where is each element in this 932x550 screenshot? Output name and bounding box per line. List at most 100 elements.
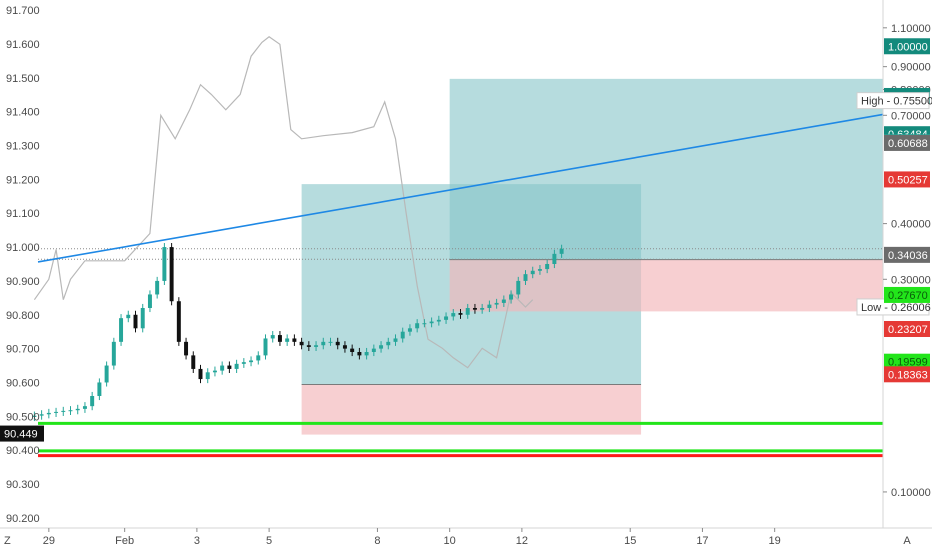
candle-body xyxy=(371,348,376,352)
candle xyxy=(270,331,275,343)
candle-body xyxy=(509,294,514,300)
left-axis-tick: 90.700 xyxy=(6,344,40,356)
price-tag-label: 0.34036 xyxy=(888,250,928,262)
candle-body xyxy=(436,319,441,322)
price-tag-label: 1.00000 xyxy=(888,41,928,53)
candle xyxy=(176,297,181,346)
candle-body xyxy=(82,406,87,409)
candle-body xyxy=(415,323,420,329)
left-axis-tick: 91.700 xyxy=(6,5,40,17)
candle-body xyxy=(458,313,463,315)
candle xyxy=(407,324,412,336)
time-axis-tick: 12 xyxy=(516,535,528,547)
candle xyxy=(104,361,109,387)
candle-body xyxy=(342,345,347,349)
candle xyxy=(306,341,311,351)
candle xyxy=(364,347,369,360)
price-tag-box xyxy=(884,286,930,303)
candle xyxy=(472,303,477,314)
left-axis-tick: 90.900 xyxy=(6,276,40,288)
right-axis-tick: 1.10000 xyxy=(891,23,931,35)
candle-body xyxy=(314,345,319,347)
price-tag-label: 0.23207 xyxy=(888,324,928,336)
candle xyxy=(379,341,384,353)
candle-body xyxy=(545,264,550,270)
candle-body xyxy=(97,382,102,396)
candle-body xyxy=(292,338,297,342)
candle-body xyxy=(530,270,535,275)
left-axis-tick: 91.600 xyxy=(6,39,40,51)
time-axis-corner-right: A xyxy=(903,535,911,547)
candle-body xyxy=(184,341,189,356)
candle xyxy=(119,314,124,346)
candle xyxy=(537,265,542,275)
candle xyxy=(328,337,333,346)
price-tag: 0.23207 xyxy=(884,320,930,337)
candle-body xyxy=(249,360,254,363)
candle xyxy=(61,406,66,416)
candle-body xyxy=(61,410,66,412)
price-tag-label: High - 0.75500 xyxy=(861,96,932,108)
price-tag: Low - 0.26006 xyxy=(856,298,931,316)
price-tag-box xyxy=(884,320,930,337)
candle-body xyxy=(75,408,80,411)
candle-body xyxy=(285,338,290,342)
right-axis-tick: 0.70000 xyxy=(891,110,931,122)
time-axis-tick: 10 xyxy=(444,535,456,547)
time-axis-tick: Feb xyxy=(115,535,134,547)
candle xyxy=(321,337,326,350)
candle xyxy=(451,309,456,321)
candle-body xyxy=(552,253,557,264)
price-tag-box xyxy=(884,38,930,55)
candle xyxy=(198,364,203,384)
candle-body xyxy=(176,301,181,342)
candle-body xyxy=(306,345,311,347)
left-axis-tick: 90.300 xyxy=(6,479,40,491)
candle xyxy=(220,361,225,375)
left-axis-tick: 91.500 xyxy=(6,73,40,85)
candle xyxy=(371,344,376,357)
time-axis-corner-left: Z xyxy=(4,535,11,547)
candle-body xyxy=(386,341,391,346)
candle-body xyxy=(335,341,340,346)
stop-zone-1 xyxy=(301,384,642,435)
candle-body xyxy=(263,338,268,356)
candle xyxy=(249,356,254,367)
right-axis-tick: 0.30000 xyxy=(891,274,931,286)
price-tag-label: 0.18363 xyxy=(888,369,928,381)
candle xyxy=(335,337,340,350)
candle-body xyxy=(328,341,333,343)
candle-body xyxy=(393,338,398,342)
drawn-lines[interactable] xyxy=(37,113,884,458)
candle xyxy=(205,368,210,384)
candle xyxy=(162,243,167,285)
right-axis-tick: 0.90000 xyxy=(891,62,931,74)
candle xyxy=(516,276,521,299)
candle xyxy=(90,391,95,411)
candle-body xyxy=(487,304,492,308)
candle-body xyxy=(256,355,261,361)
candle-body xyxy=(90,396,95,407)
time-axis-tick: 3 xyxy=(194,535,200,547)
candle xyxy=(82,402,87,413)
candle-body xyxy=(198,368,203,380)
price-tag: 0.27670 xyxy=(884,286,930,303)
candle xyxy=(386,337,391,350)
ratio-line xyxy=(33,36,534,369)
candle-body xyxy=(472,308,477,310)
price-tag-box xyxy=(884,353,930,370)
candle xyxy=(241,358,246,368)
candle-body xyxy=(364,352,369,356)
candle-body xyxy=(119,318,124,342)
right-axis-tick: 0.40000 xyxy=(891,219,931,231)
trendline xyxy=(37,113,884,263)
target-zone-2 xyxy=(449,78,883,260)
candle xyxy=(133,310,138,333)
candle xyxy=(509,290,514,304)
candle-body xyxy=(559,248,564,254)
candle xyxy=(256,351,261,365)
left-axis-tick: 90.600 xyxy=(6,377,40,389)
price-tag-label: 0.50257 xyxy=(888,174,928,186)
